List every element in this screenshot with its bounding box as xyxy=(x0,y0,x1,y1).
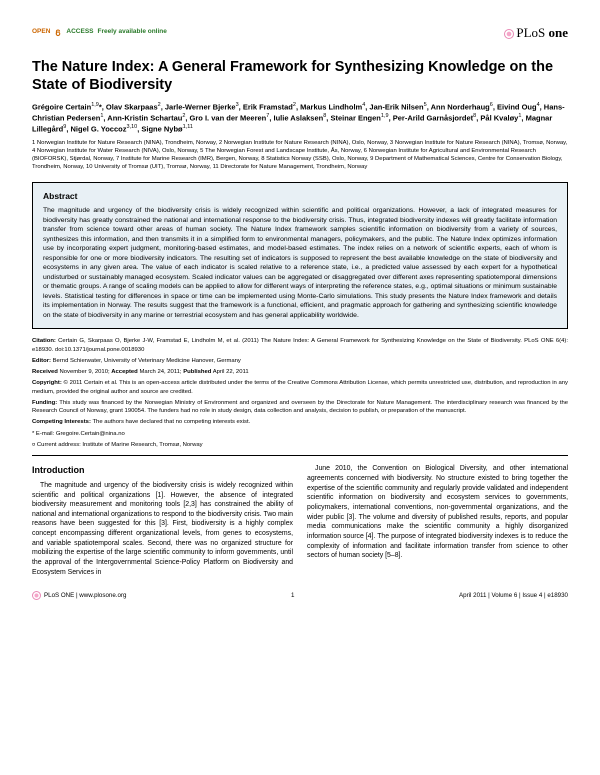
body-columns: Introduction The magnitude and urgency o… xyxy=(32,464,568,577)
article-metadata: Citation: Certain G, Skarpaas O, Bjerke … xyxy=(32,337,568,449)
freely-available-label: Freely available online xyxy=(98,28,167,37)
section-divider xyxy=(32,455,568,456)
abstract-box: Abstract The magnitude and urgency of th… xyxy=(32,182,568,330)
citation-line: Citation: Certain G, Skarpaas O, Bjerke … xyxy=(32,337,568,354)
email-line: * E-mail: Gregoire.Certain@nina.no xyxy=(32,430,568,438)
footer-url: PLoS ONE | www.plosone.org xyxy=(44,592,126,600)
funding-line: Funding: This study was financed by the … xyxy=(32,399,568,416)
open-access-icon xyxy=(54,29,62,37)
journal-logo: PLoS one xyxy=(504,24,568,42)
competing-interests-line: Competing Interests: The authors have de… xyxy=(32,418,568,426)
access-label: ACCESS xyxy=(66,28,93,37)
open-label: OPEN xyxy=(32,28,50,37)
intro-paragraph-1: The magnitude and urgency of the biodive… xyxy=(32,481,293,578)
footer-journal: PLoS ONE | www.plosone.org xyxy=(32,591,126,600)
footer-issue: April 2011 | Volume 6 | Issue 4 | e18930 xyxy=(459,592,568,600)
editor-line: Editor: Bernd Schierwater, University of… xyxy=(32,357,568,365)
journal-suffix: one xyxy=(549,25,569,40)
column-right: June 2010, the Convention on Biological … xyxy=(307,464,568,577)
page-header: OPEN ACCESS Freely available online PLoS… xyxy=(32,24,568,46)
page-footer: PLoS ONE | www.plosone.org 1 April 2011 … xyxy=(32,591,568,600)
journal-prefix: PLoS xyxy=(516,25,545,40)
column-left: Introduction The magnitude and urgency o… xyxy=(32,464,293,577)
dates-line: Received November 9, 2010; Accepted Marc… xyxy=(32,368,568,376)
copyright-line: Copyright: © 2011 Certain et al. This is… xyxy=(32,379,568,396)
plos-icon xyxy=(504,29,514,39)
plos-footer-icon xyxy=(32,591,41,600)
current-address-line: ¤ Current address: Institute of Marine R… xyxy=(32,441,568,449)
footer-page-number: 1 xyxy=(291,592,294,600)
article-title: The Nature Index: A General Framework fo… xyxy=(32,58,568,94)
abstract-text: The magnitude and urgency of the biodive… xyxy=(43,206,557,320)
author-list: Grégoire Certain1,9*, Olav Skarpaas2, Ja… xyxy=(32,102,568,135)
open-access-badge: OPEN ACCESS Freely available online xyxy=(32,28,167,37)
abstract-heading: Abstract xyxy=(43,191,557,202)
intro-paragraph-2: June 2010, the Convention on Biological … xyxy=(307,464,568,561)
introduction-heading: Introduction xyxy=(32,464,293,477)
affiliations: 1 Norwegian Institute for Nature Researc… xyxy=(32,140,568,172)
